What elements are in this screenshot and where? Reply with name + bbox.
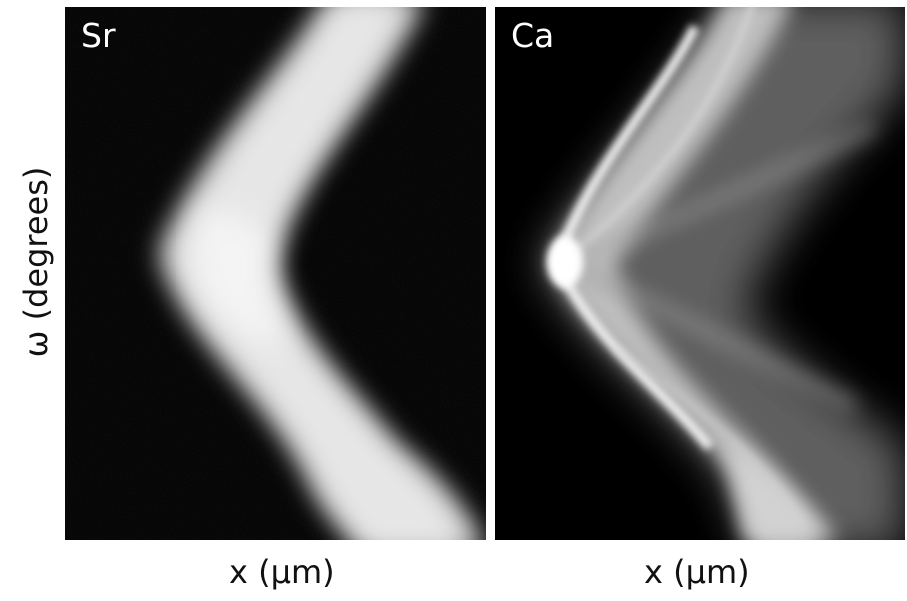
ca-streak-mid [568, 122, 878, 264]
sr-image [65, 7, 486, 540]
ca-image [495, 7, 905, 540]
x-axis-label-ca: x (μm) [644, 553, 750, 591]
ca-lower-patch [725, 437, 840, 540]
panel-label-sr: Sr [81, 16, 116, 55]
panel-ca-image: Ca [495, 7, 905, 540]
ca-streak-lower [572, 263, 858, 413]
ca-band [550, 7, 821, 540]
panel-sr-image: Sr [65, 7, 486, 540]
ca-streak-upper [568, 7, 755, 260]
y-axis-label: ω (degrees) [17, 166, 55, 358]
x-axis-label-sr: x (μm) [229, 553, 335, 591]
ca-hotspot [547, 236, 583, 288]
panel-label-ca: Ca [511, 16, 555, 55]
